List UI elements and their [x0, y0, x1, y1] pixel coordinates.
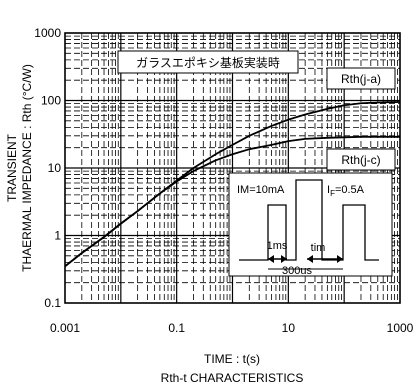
series-label-box-rth-ja [326, 67, 396, 90]
x-tick-label: 0.001 [50, 321, 80, 335]
plot-border [64, 32, 401, 304]
series-label-box-rth-jc [326, 148, 396, 171]
x-axis-title: TIME : t(s) [204, 352, 260, 366]
annotation-box [117, 50, 299, 74]
inset-waveform [239, 179, 379, 261]
inset-tim-label: tim [311, 242, 326, 254]
inset-diagram: IM=10mA IF=0.5A 1ms tim 300us [228, 172, 393, 277]
annotation-text: ガラスエポキシ基板実装時 [136, 55, 280, 70]
y-axis-title-line2: THAERMAL IMPEDANCE : Rth (°C/W) [20, 64, 34, 272]
y-axis-title-line1: TRANSIENT [5, 133, 19, 202]
inset-im-label: IM=10mA [237, 184, 285, 196]
inset-arrowhead [268, 255, 274, 263]
series-label-rth-ja: Rth(j-a) [341, 72, 381, 86]
inset-arrowhead [307, 255, 313, 263]
x-tick-label: 0.1 [168, 321, 185, 335]
x-tick-label: 1000 [387, 321, 414, 335]
y-tick-label: 1000 [34, 26, 61, 40]
x-tick-labels: 0.001 0.1 10 1000 [50, 321, 414, 335]
y-tick-label: 100 [41, 94, 61, 108]
y-tick-label: 0.1 [44, 296, 61, 310]
series-line-rth-jc [64, 135, 400, 267]
inset-arrowhead [337, 255, 343, 263]
y-tick-label: 10 [48, 161, 62, 175]
x-tick-label: 10 [282, 321, 296, 335]
y-tick-label: 1 [54, 229, 61, 243]
chart-subtitle: Rth-t CHARACTERISTICS [161, 371, 304, 385]
y-tick-labels: 0.1 1 10 100 1000 [34, 26, 61, 310]
inset-arrowhead [281, 255, 287, 263]
inset-1ms-label: 1ms [267, 240, 288, 252]
inset-300us-label: 300us [282, 265, 312, 277]
inset-if-sub: F [330, 189, 335, 198]
inset-if-main: I [327, 184, 330, 196]
series-label-rth-jc: Rth(j-c) [341, 153, 380, 167]
inset-if-label: IF=0.5A [327, 184, 365, 198]
inset-if-value: =0.5A [335, 184, 365, 196]
series-lines [64, 101, 401, 267]
